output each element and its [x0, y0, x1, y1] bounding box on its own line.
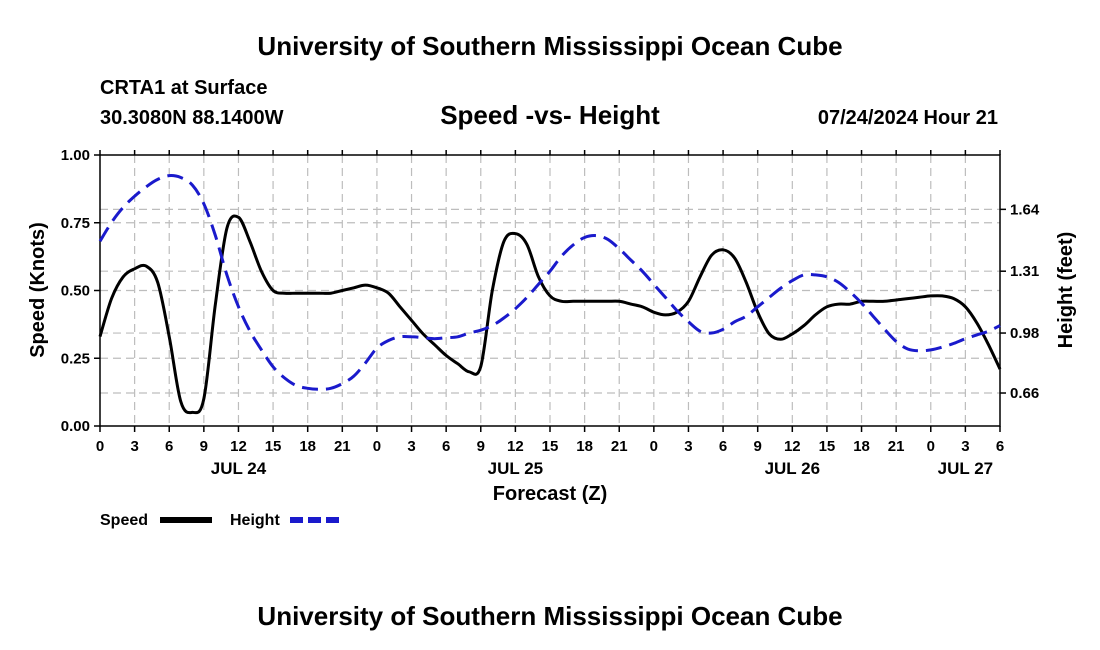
x-tick-label: 9: [477, 438, 485, 455]
x-tick-label: 0: [650, 438, 658, 455]
x-tick-label: 12: [507, 438, 524, 455]
date-label: JUL 26: [765, 459, 820, 478]
station-label: CRTA1 at Surface: [100, 77, 267, 99]
chart-title: Speed -vs- Height: [440, 100, 660, 130]
series-lines: [98, 174, 1002, 415]
legend-height-label: Height: [230, 512, 280, 529]
y-tick-label: 0.75: [61, 215, 90, 232]
date-label: JUL 25: [488, 459, 543, 478]
x-tick-label: 0: [927, 438, 935, 455]
x-tick-label: 15: [265, 438, 282, 455]
x-tick-label: 12: [784, 438, 801, 455]
timestamp-label: 07/24/2024 Hour 21: [818, 107, 998, 129]
y2-tick-label: 1.31: [1010, 263, 1039, 280]
x-tick-label: 18: [576, 438, 593, 455]
legend-speed-label: Speed: [100, 512, 148, 529]
x-tick-label: 9: [754, 438, 762, 455]
x-axis-label: Forecast (Z): [493, 483, 607, 505]
x-tick-label: 18: [299, 438, 316, 455]
y2-tick-label: 0.66: [1010, 385, 1039, 402]
x-tick-label: 21: [888, 438, 905, 455]
date-label: JUL 27: [938, 459, 993, 478]
x-tick-label: 21: [334, 438, 351, 455]
x-tick-label: 3: [130, 438, 138, 455]
x-tick-label: 0: [96, 438, 104, 455]
x-tick-label: 3: [407, 438, 415, 455]
footer-title: University of Southern Mississippi Ocean…: [257, 601, 842, 631]
y-axis-label: Speed (Knots): [27, 222, 49, 358]
x-tick-label: 3: [684, 438, 692, 455]
x-tick-label: 15: [542, 438, 559, 455]
y-tick-label: 0.00: [61, 418, 90, 435]
date-label: JUL 24: [211, 459, 267, 478]
y2-axis-label: Height (feet): [1055, 232, 1077, 349]
x-tick-label: 3: [961, 438, 969, 455]
x-tick-label: 18: [853, 438, 870, 455]
x-tick-label: 9: [200, 438, 208, 455]
x-tick-label: 0: [373, 438, 381, 455]
x-tick-label: 6: [719, 438, 727, 455]
x-tick-label: 6: [996, 438, 1004, 455]
location-label: 30.3080N 88.1400W: [100, 107, 284, 129]
page-title: University of Southern Mississippi Ocean…: [257, 31, 842, 61]
y-tick-label: 0.50: [61, 283, 90, 300]
x-tick-label: 15: [819, 438, 836, 455]
axis-ticks: 0 3 6 9 12 15 18 21 0 3 6 9 12 15 18 21 0 3 6 9 12 15 18 21 0 3 6J…: [61, 147, 1040, 478]
series-line-height: [98, 174, 1001, 391]
x-tick-label: 12: [230, 438, 247, 455]
chart-grid: [100, 155, 1000, 426]
x-tick-label: 21: [611, 438, 628, 455]
y-tick-label: 1.00: [61, 147, 90, 164]
series-line-speed: [98, 214, 1002, 415]
x-tick-label: 6: [442, 438, 450, 455]
y-tick-label: 0.25: [61, 350, 90, 367]
x-tick-label: 6: [165, 438, 173, 455]
y2-tick-label: 0.98: [1010, 325, 1039, 342]
y2-tick-label: 1.64: [1010, 201, 1040, 218]
